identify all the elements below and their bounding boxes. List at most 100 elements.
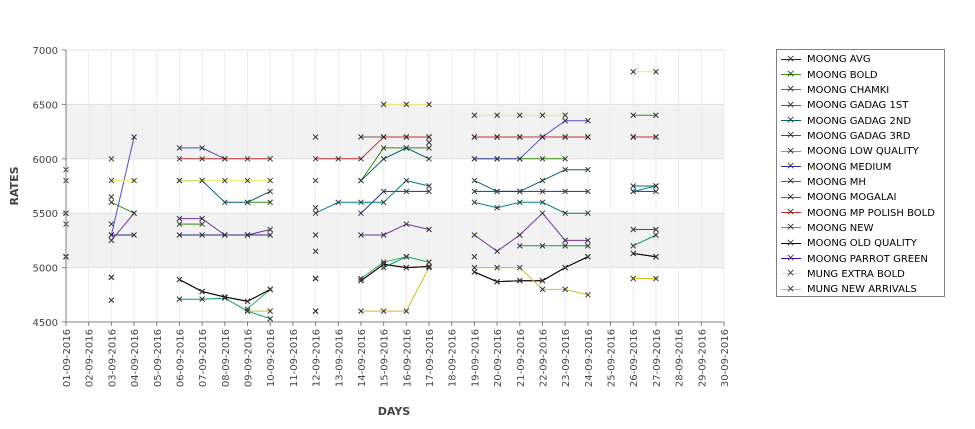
series-line [632,234,657,247]
legend-item: × MOONG BOLD [777,67,944,82]
data-point [267,286,274,293]
data-point [358,155,364,162]
data-point [653,226,659,233]
data-point [516,242,523,249]
data-point [585,117,591,124]
data-point [131,210,137,217]
legend-swatch: × [781,113,801,126]
data-point [494,112,500,119]
data-point [630,250,637,257]
data-point [108,177,115,184]
data-point [562,117,569,124]
data-point [585,242,591,249]
data-point [562,210,569,217]
series-line [110,136,135,236]
data-point [380,101,387,108]
data-point [176,276,183,283]
data-point [539,199,546,206]
x-tick-label: 27-09-2016 [652,329,663,387]
data-point [494,264,500,271]
data-point [312,275,319,282]
data-point [426,139,432,146]
data-point [312,177,319,184]
series-line [315,136,429,160]
y-tick-label: 4500 [33,318,58,329]
data-point [199,155,205,162]
data-point [335,155,342,162]
legend-swatch: × [781,128,801,141]
data-point [426,259,432,266]
legend-item: × MOONG MP POLISH BOLD [777,205,944,220]
legend-swatch: × [781,282,801,295]
data-point [653,232,659,238]
data-point [131,177,137,184]
x-tick-label: 07-09-2016 [198,329,209,387]
data-point [585,166,591,173]
data-point [335,199,342,206]
data-point [312,232,319,238]
y-tick-label: 7000 [33,46,58,57]
data-point [312,248,319,255]
data-point [358,134,364,140]
data-point [653,68,659,75]
legend-label: MOONG MH [807,176,866,188]
data-point [403,145,410,151]
legend-label: MOONG GADAG 1ST [807,100,909,112]
data-point [426,226,432,233]
data-point [108,194,115,200]
chart-legend: × MOONG AVG × MOONG BOLD × MOONG CHAMKI × MOONG… [776,49,945,297]
x-tick-label: 17-09-2016 [425,329,436,387]
x-tick-label: 30-09-2016 [720,329,731,387]
plot-band [66,158,724,214]
series-line [474,212,588,252]
x-tick-label: 02-09-2016 [85,329,96,387]
data-point [630,112,637,119]
series-line [633,185,657,192]
data-point [108,221,115,227]
data-point [585,134,591,140]
legend-swatch: × [781,52,801,65]
x-tick-label: 21-09-2016 [516,329,527,387]
data-point [380,199,387,206]
x-axis-title: DAYS [378,405,411,418]
x-tick-label: 05-09-2016 [153,329,164,387]
data-point [516,264,523,271]
legend-label: MOONG BOLD [807,69,878,81]
y-tick-label: 5500 [33,209,58,220]
x-tick-label: 06-09-2016 [175,329,186,387]
data-point [630,242,637,249]
legend-swatch: × [781,144,801,157]
data-point [176,215,183,222]
data-point [380,308,387,314]
data-point [426,188,432,195]
data-point [539,242,546,249]
data-point [562,134,569,140]
data-point [403,253,410,260]
y-tick-label: 5000 [33,264,58,275]
legend-swatch: × [781,220,801,233]
data-point [653,112,659,119]
data-point [562,264,569,271]
grid-lines [65,49,725,323]
data-point [267,315,274,322]
legend-item: × MOONG CHAMKI [777,82,944,98]
data-point [267,199,274,206]
data-point [494,248,500,255]
data-point [244,177,251,184]
legend-swatch: × [781,98,801,111]
data-point [471,232,478,238]
data-point [199,145,205,151]
x-tick-label: 03-09-2016 [107,329,118,387]
data-point [585,188,591,195]
data-point [471,264,478,271]
legend-label: MOONG MOGALAI [807,192,897,204]
data-point [176,296,183,303]
data-point [221,177,228,184]
data-point [267,188,274,195]
legend-item: × MOONG GADAG 1ST [777,98,944,113]
plot-band [66,50,724,105]
data-point [539,188,546,195]
data-point [244,298,251,305]
series-line [474,201,588,214]
legend-swatch: × [781,251,801,264]
